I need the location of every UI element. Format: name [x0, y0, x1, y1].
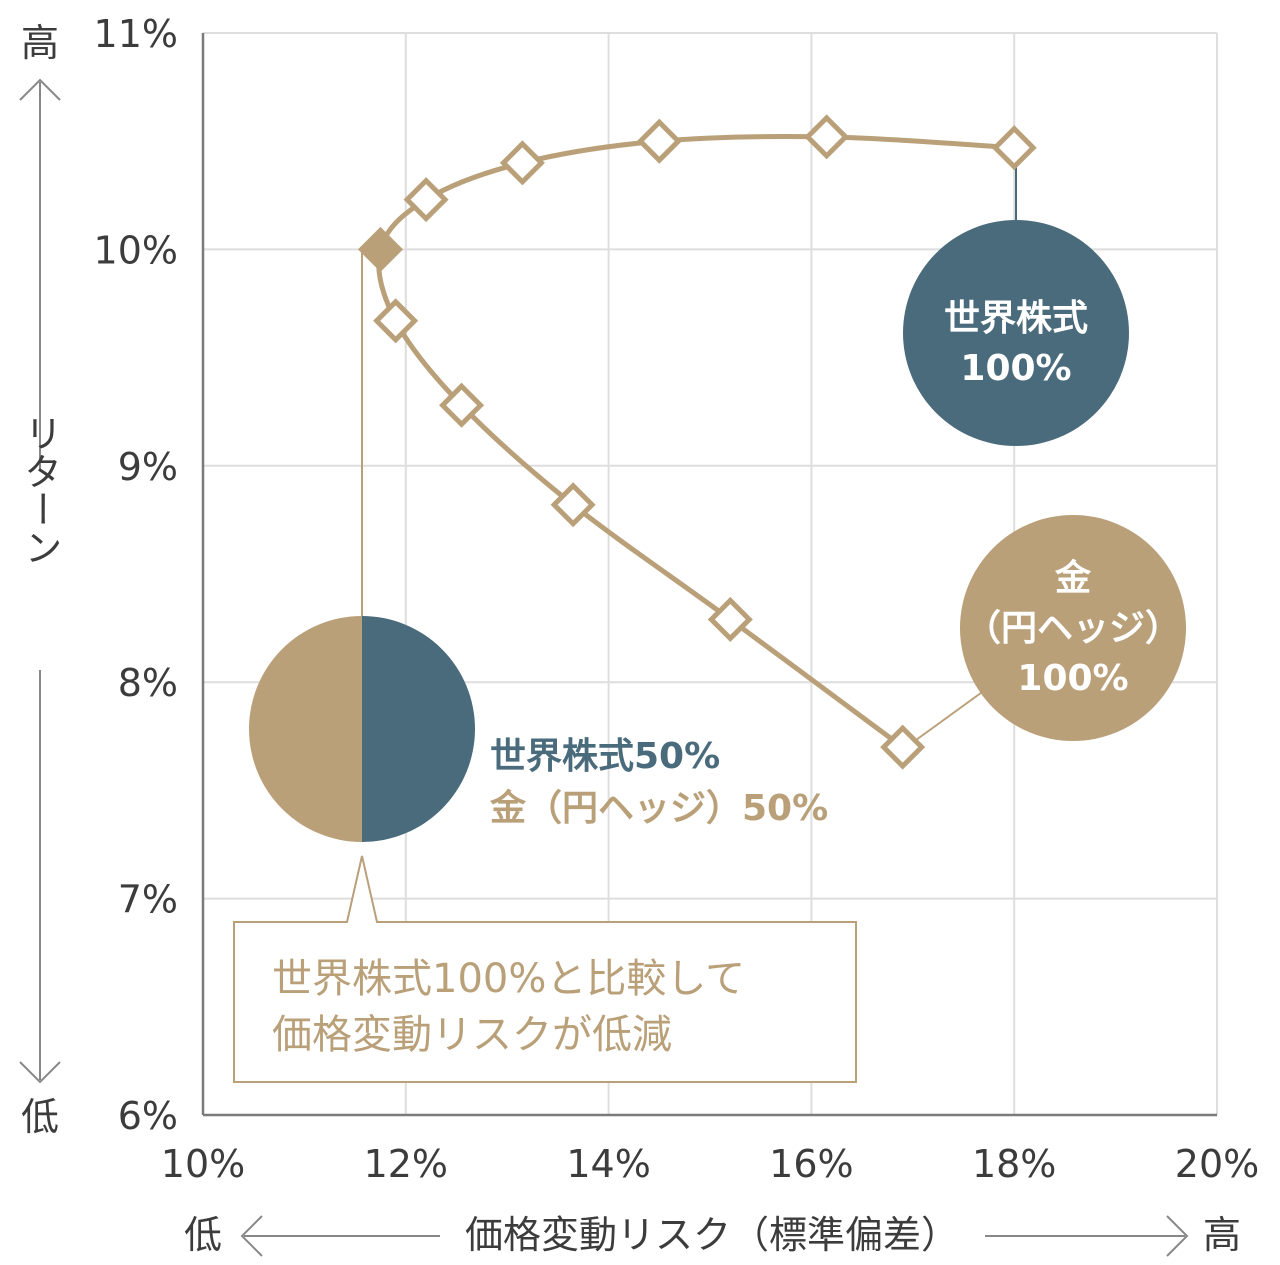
mix-pie-gold-half — [249, 616, 362, 842]
gold100-label-line1: 金 — [1054, 557, 1092, 599]
callout-line2: 価格変動リスクが低減 — [272, 1012, 672, 1058]
y-axis-arrow-down-head — [19, 1061, 61, 1084]
x-axis-arrow-left-head — [240, 1215, 263, 1257]
data-point — [880, 724, 926, 770]
y-tick-label: 6% — [118, 1094, 178, 1138]
y-axis-arrow-up-head — [19, 78, 61, 101]
data-point — [991, 125, 1037, 171]
x-tick-label: 18% — [972, 1142, 1056, 1186]
data-point — [636, 118, 682, 164]
data-point — [403, 177, 449, 223]
x-axis-title: 価格変動リスク（標準偏差） — [465, 1213, 959, 1257]
callout-box — [233, 855, 857, 1083]
y-axis-low-label: 低 — [21, 1095, 59, 1139]
y-tick-label: 8% — [118, 661, 178, 705]
mix-pie — [249, 616, 475, 842]
x-tick-label: 16% — [769, 1142, 853, 1186]
gold100-connector — [904, 689, 986, 749]
callout-line1: 世界株式100%と比較して — [272, 956, 745, 1002]
gold100-bubble: 金 （円ヘッジ） 100% — [960, 515, 1186, 741]
x-axis-arrow-right-head — [1166, 1215, 1189, 1257]
axes — [201, 33, 1217, 1117]
y-axis-title: リターン — [18, 414, 62, 566]
y-axis-high-label: 高 — [21, 21, 59, 65]
x-tick-label: 20% — [1175, 1142, 1259, 1186]
data-point — [804, 114, 850, 160]
callout: 世界株式100%と比較して 価格変動リスクが低減 — [233, 855, 857, 1083]
x-tick-label: 14% — [566, 1142, 650, 1186]
y-axis-title-group: 高 リターン 低 — [18, 21, 62, 1139]
gold100-circle — [960, 515, 1186, 741]
y-tick-label: 11% — [94, 12, 178, 56]
x-axis-high-label: 高 — [1203, 1213, 1241, 1257]
gold100-label-line3: 100% — [1017, 658, 1128, 699]
y-tick-label: 10% — [94, 228, 178, 272]
data-point — [373, 298, 419, 344]
gold100-label-line2: （円ヘッジ） — [965, 608, 1181, 649]
mix-pie-stock-half — [362, 616, 475, 842]
mix-legend-gold: 金（円ヘッジ）50% — [489, 787, 828, 829]
data-point — [499, 140, 545, 186]
data-markers — [357, 114, 1037, 770]
stock100-circle — [903, 220, 1129, 446]
stock100-label-line1: 世界株式 — [944, 298, 1088, 339]
x-axis-low-label: 低 — [184, 1213, 222, 1257]
efficient-frontier-line — [376, 133, 1015, 750]
tick-labels: 10% 12% 14% 16% 18% 20% 6% 7% 8% 9% 10% 11% — [94, 12, 1260, 1186]
x-tick-label: 12% — [364, 1142, 448, 1186]
data-point — [439, 382, 485, 428]
y-tick-label: 9% — [118, 445, 178, 489]
x-axis-title-group: 低 価格変動リスク（標準偏差） 高 — [184, 1213, 1241, 1257]
stock100-bubble: 世界株式 100% — [903, 220, 1129, 446]
stock100-label-line2: 100% — [960, 348, 1071, 389]
data-point-highlight — [357, 226, 403, 272]
mix-legend-stock: 世界株式50% — [490, 736, 720, 777]
x-tick-label: 10% — [161, 1142, 245, 1186]
data-point — [707, 596, 753, 642]
data-point — [550, 482, 596, 528]
y-tick-label: 7% — [118, 878, 178, 922]
